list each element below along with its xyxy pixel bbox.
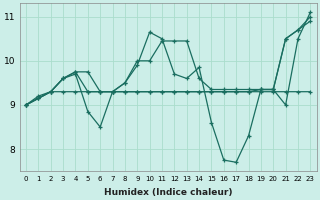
X-axis label: Humidex (Indice chaleur): Humidex (Indice chaleur)	[104, 188, 232, 197]
